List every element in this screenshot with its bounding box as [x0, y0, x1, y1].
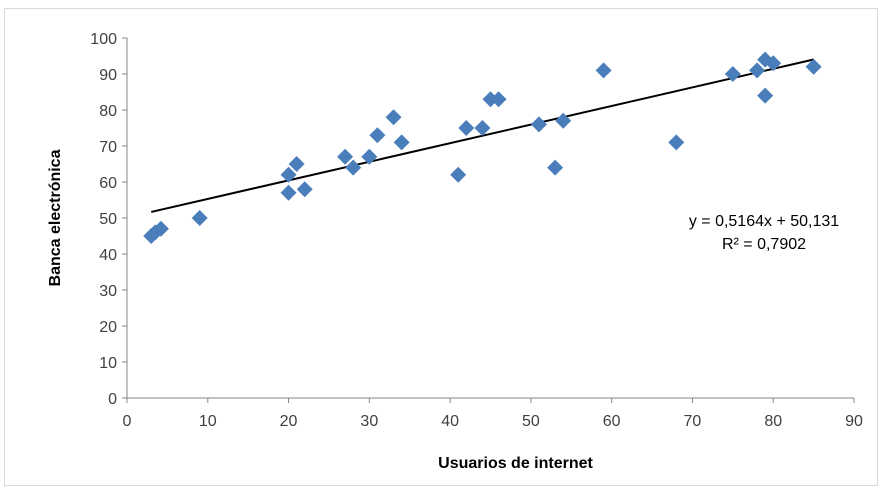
x-tick-label: 80 [764, 413, 782, 430]
y-tick-label: 80 [99, 103, 117, 120]
data-point [765, 55, 782, 72]
data-point [385, 109, 402, 126]
data-point [280, 184, 297, 201]
x-tick-label: 90 [845, 413, 863, 430]
data-point [757, 87, 774, 104]
data-point [490, 91, 507, 108]
data-point [474, 120, 491, 136]
x-tick-label: 10 [199, 413, 217, 430]
y-tick-label: 30 [99, 283, 117, 300]
y-tick-label: 0 [108, 391, 117, 408]
x-tick-label: 30 [360, 413, 378, 430]
y-tick-label: 50 [99, 211, 117, 228]
axes [122, 37, 855, 403]
y-tick-label: 20 [99, 319, 117, 336]
data-point [749, 62, 766, 79]
x-tick-label: 60 [603, 413, 621, 430]
data-point [450, 166, 467, 183]
trendline-equation: y = 0,5164x + 50,131 [689, 213, 839, 230]
data-point [345, 159, 362, 176]
data-point [296, 181, 313, 198]
data-point [595, 62, 612, 79]
y-tick-label: 90 [99, 67, 117, 84]
data-point [369, 127, 386, 144]
data-point [668, 134, 685, 151]
y-tick-label: 100 [90, 31, 117, 48]
data-point [482, 91, 499, 108]
y-tick-label: 10 [99, 355, 117, 372]
tick-labels: 0 10 20 30 40 50 60 70 80 90 100 0 10 20 30 40 50 60 70 80 9… [90, 31, 863, 430]
data-point [361, 148, 378, 165]
data-point [280, 166, 297, 183]
x-tick-label: 20 [280, 413, 298, 430]
data-point [805, 58, 822, 75]
data-point [393, 134, 410, 151]
y-tick-label: 70 [99, 139, 117, 156]
data-point [288, 156, 305, 172]
data-point [458, 120, 475, 136]
data-point [724, 66, 741, 82]
x-tick-label: 70 [684, 413, 702, 430]
y-tick-label: 40 [99, 247, 117, 264]
data-points [143, 51, 822, 244]
y-tick-label: 60 [99, 175, 117, 192]
data-point [547, 159, 564, 176]
data-point [152, 220, 169, 237]
x-tick-label: 0 [123, 413, 132, 430]
y-axis-title: Banca electrónica [47, 149, 64, 286]
data-point [191, 210, 208, 226]
x-axis-title: Usuarios de internet [438, 455, 593, 472]
data-point [337, 148, 354, 165]
data-point [530, 116, 547, 133]
data-point [555, 112, 572, 129]
x-tick-label: 50 [522, 413, 540, 430]
trendline-r2: R² = 0,7902 [722, 236, 806, 253]
chart-frame [4, 8, 878, 486]
x-tick-label: 40 [441, 413, 459, 430]
